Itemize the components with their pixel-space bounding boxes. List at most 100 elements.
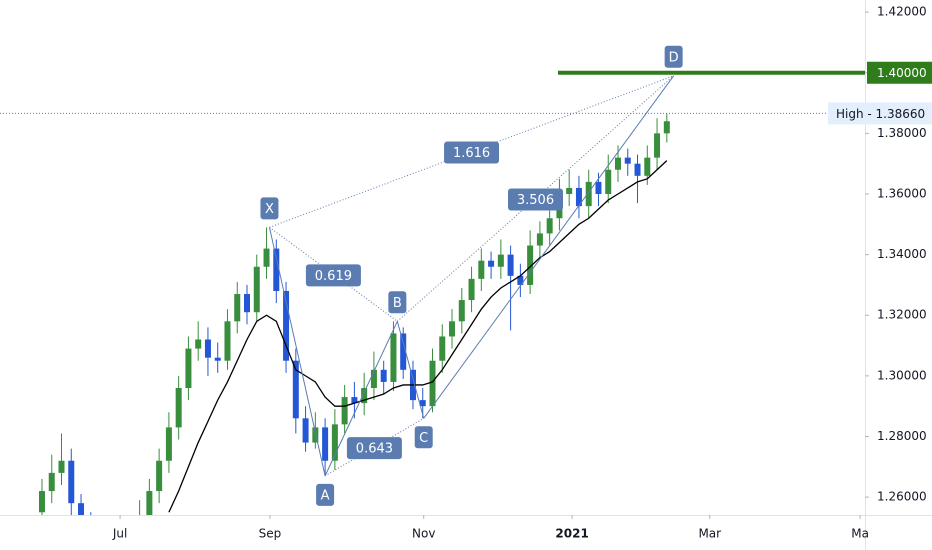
candle-body [449, 321, 456, 337]
pattern-point-label-box [388, 291, 407, 314]
candle-body [283, 290, 290, 361]
candle-body [273, 248, 280, 291]
candle-body [468, 278, 475, 301]
candle-body [175, 387, 182, 428]
y-tick-label: 1.32000 [877, 308, 927, 322]
x-tick-label: Nov [412, 527, 435, 541]
candle-body [575, 187, 582, 207]
pattern-leg [423, 75, 675, 419]
candle-body [312, 427, 319, 443]
candle-body [517, 275, 524, 285]
candle-body [400, 333, 407, 370]
candle-body [322, 427, 329, 461]
candle-body [58, 460, 65, 473]
x-tick-label: Sep [259, 527, 282, 541]
candle-body [546, 218, 553, 234]
pattern-ratio-label-box [444, 141, 500, 164]
candle-body [566, 187, 573, 194]
candle-body [234, 294, 241, 322]
pattern-leg [324, 321, 398, 477]
candle-body [488, 260, 495, 267]
candle-body [595, 181, 602, 194]
x-tick-label: Jul [112, 527, 127, 541]
candle-body [292, 360, 299, 419]
pattern-point-label: B [393, 296, 402, 311]
pattern-point-label-box [260, 197, 279, 220]
pattern-ratio-line [269, 226, 398, 322]
candle-body [68, 460, 75, 504]
y-tick-label: 1.38000 [877, 126, 927, 140]
candle-body [253, 266, 260, 313]
candle-body [527, 245, 534, 285]
candle-body [439, 336, 446, 361]
candle-body [78, 503, 85, 515]
candle-body [204, 339, 211, 358]
candle-body [663, 121, 670, 134]
pattern-point-label-box [664, 45, 683, 68]
candle-body [302, 418, 309, 443]
candle-body [605, 169, 612, 194]
y-tick-label: 1.36000 [877, 186, 927, 200]
y-tick-label: 1.26000 [877, 490, 927, 504]
pattern-point-label: X [265, 202, 274, 217]
candle-body [361, 387, 368, 404]
pattern-point-label-box [316, 483, 335, 506]
candle-body [185, 348, 192, 388]
candle-body [38, 491, 45, 513]
pattern-ratio-label: 3.506 [517, 193, 554, 208]
x-tick-label: Ma [851, 527, 869, 541]
level-badge-label: 1.40000 [877, 66, 927, 80]
pattern-point-label: C [419, 431, 428, 446]
plot-area [0, 70, 865, 515]
candle-body [507, 254, 514, 276]
pattern-point-label: A [321, 488, 330, 503]
candle-body [351, 397, 358, 404]
pattern-leg [396, 321, 425, 419]
candle-body [585, 181, 592, 207]
candle-body [48, 472, 55, 492]
candle-body [331, 424, 338, 461]
price-line-label: High - 1.38660 [836, 107, 925, 121]
y-tick-label: 1.42000 [877, 5, 927, 19]
price-line-badge [828, 102, 932, 125]
candle-body [614, 157, 621, 170]
candle-body [624, 157, 631, 164]
candle-body [195, 339, 202, 349]
candle-body [370, 369, 377, 388]
moving-average [168, 160, 668, 513]
candle-body [390, 333, 397, 382]
candle-body [536, 233, 543, 246]
pattern-point-label-box [414, 426, 433, 449]
candle-body [244, 294, 251, 313]
x-tick-label: 2021 [555, 527, 588, 541]
candle-body [263, 248, 270, 267]
candle-body [419, 400, 426, 407]
candle-body [214, 357, 221, 361]
candle-body [156, 460, 163, 492]
pattern-ratio-label-box [305, 264, 361, 287]
level-badge [867, 61, 932, 84]
y-tick-label: 1.30000 [877, 368, 927, 382]
candle-body [497, 254, 504, 267]
candle-body [634, 163, 641, 176]
pattern-point-label: D [669, 50, 679, 65]
candle-body [224, 321, 231, 361]
candle-body [380, 369, 387, 382]
pattern-ratio-label: 0.619 [315, 269, 352, 284]
candle-body [146, 491, 153, 515]
candle-body [458, 300, 465, 322]
pattern-ratio-label-box [346, 437, 402, 460]
pattern-ratio-label-box [507, 188, 563, 211]
y-tick-label: 1.28000 [877, 429, 927, 443]
x-tick-label: Mar [698, 527, 721, 541]
pattern-ratio-label: 0.643 [356, 442, 393, 457]
candle-body [478, 260, 485, 279]
candle-body [341, 397, 348, 425]
candle-body [165, 427, 172, 461]
candle-body [644, 157, 651, 176]
candle-body [654, 133, 661, 158]
pattern-ratio-label: 1.616 [453, 146, 490, 161]
y-tick-label: 1.34000 [877, 247, 927, 261]
